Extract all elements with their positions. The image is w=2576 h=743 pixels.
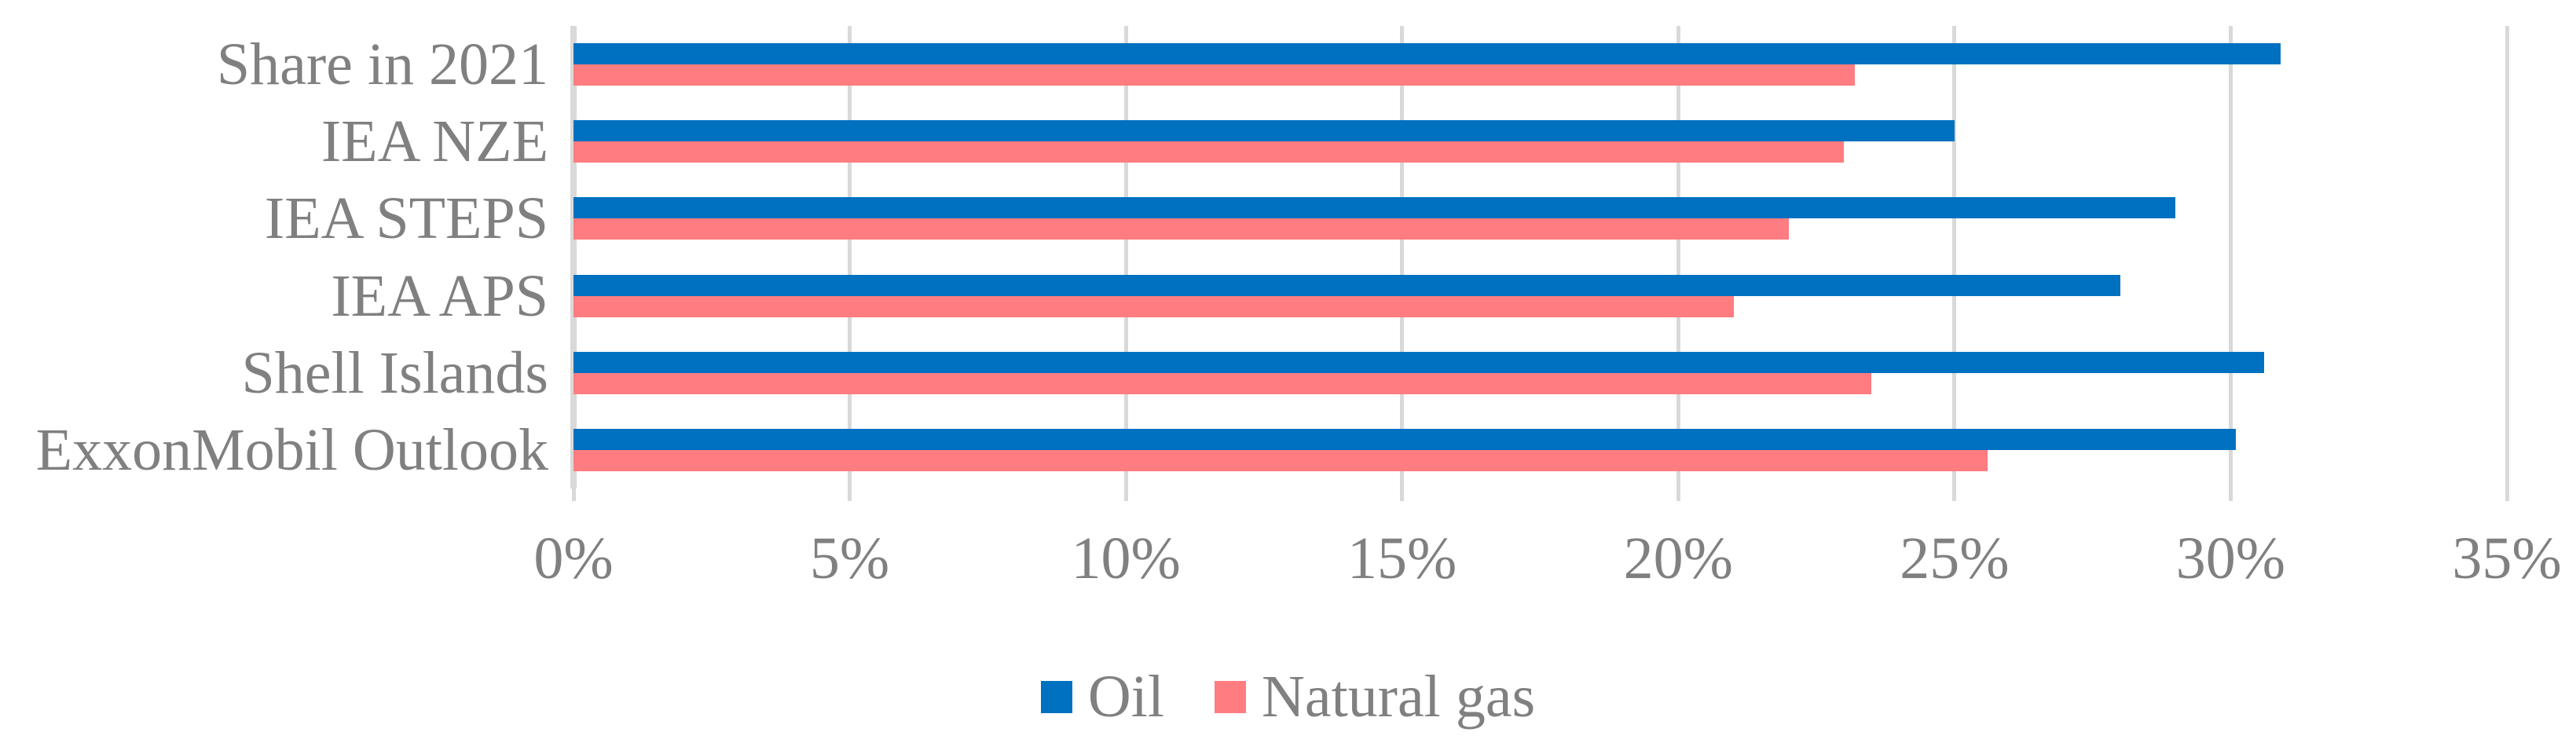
tick-label: 0% xyxy=(533,525,614,591)
natural-gas-swatch-icon xyxy=(1214,680,1246,713)
gridline xyxy=(1123,26,1128,489)
bar-oil xyxy=(573,120,1955,142)
tick-mark xyxy=(2228,489,2233,501)
tick-label: 35% xyxy=(2452,525,2562,591)
bar-natural-gas xyxy=(573,64,1856,86)
gridline xyxy=(2505,26,2509,489)
tick-mark xyxy=(1123,489,1128,501)
category-label: ExxonMobil Outlook xyxy=(35,416,548,483)
legend-label-oil: Oil xyxy=(1087,663,1164,730)
bar-oil xyxy=(573,351,2264,373)
bar-natural-gas xyxy=(573,218,1789,240)
category-label: IEA STEPS xyxy=(264,185,548,252)
tick-mark xyxy=(571,489,576,501)
tick-label: 20% xyxy=(1623,525,1733,591)
bar-natural-gas xyxy=(573,141,1845,163)
bar-oil xyxy=(573,43,2281,65)
tick-mark xyxy=(2505,489,2509,501)
category-label: Share in 2021 xyxy=(216,31,548,98)
legend-item-natural-gas: Natural gas xyxy=(1214,663,1536,731)
gridline xyxy=(1400,26,1405,489)
tick-mark xyxy=(1400,489,1405,501)
tick-label: 30% xyxy=(2175,525,2286,591)
gridline xyxy=(848,26,852,489)
bar-natural-gas xyxy=(573,295,1734,317)
tick-mark xyxy=(848,489,852,501)
legend-item-oil: Oil xyxy=(1040,663,1164,731)
gridline xyxy=(1676,26,1680,489)
bar-oil xyxy=(573,428,2237,450)
category-label: IEA NZE xyxy=(321,108,548,175)
category-label: IEA APS xyxy=(331,262,548,329)
bar-oil xyxy=(573,197,2176,219)
gridline xyxy=(2228,26,2233,489)
legend-label-natural-gas: Natural gas xyxy=(1261,663,1536,730)
bar-oil xyxy=(573,274,2120,296)
bar-natural-gas xyxy=(573,449,1988,471)
tick-mark xyxy=(1676,489,1680,501)
tick-mark xyxy=(1952,489,1957,501)
category-label: Shell Islands xyxy=(241,339,548,406)
bar-natural-gas xyxy=(573,372,1872,394)
axis-line xyxy=(570,26,577,489)
tick-label: 15% xyxy=(1347,525,1457,591)
tick-label: 10% xyxy=(1071,525,1181,591)
tick-label: 25% xyxy=(1900,525,2010,591)
oil-swatch-icon xyxy=(1040,680,1072,713)
legend: Oil Natural gas xyxy=(0,664,2576,730)
tick-label: 5% xyxy=(809,525,890,591)
gridline xyxy=(1952,26,1957,489)
